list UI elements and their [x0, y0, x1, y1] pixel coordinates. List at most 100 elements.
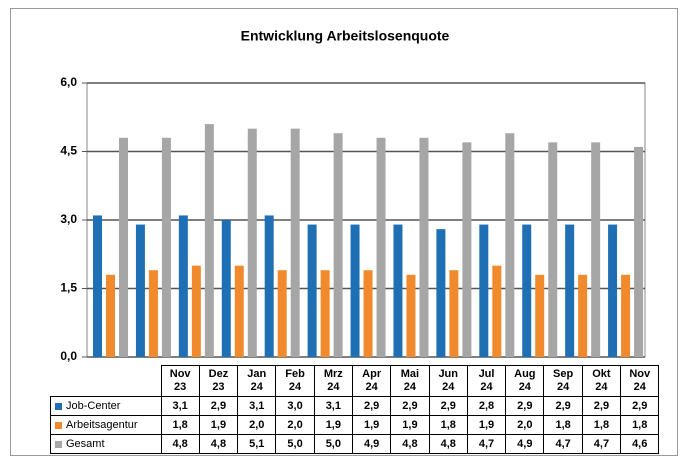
bar [93, 215, 102, 357]
table-value: 2,0 [505, 415, 545, 435]
category-label: Okt 24 [581, 365, 622, 397]
table-row: Arbeitsagentur 1,8 1,9 2,0 2,0 1,9 1,9 1,9 1,8 1,… [50, 415, 660, 435]
y-tick-label: 3,0 [60, 212, 77, 226]
bar [591, 142, 601, 357]
legend-label: Arbeitsagentur [66, 419, 138, 431]
y-tick-label: 4,5 [60, 144, 77, 158]
table-value: 4,8 [160, 434, 200, 454]
bar [406, 274, 416, 357]
table-value: 3,1 [160, 396, 200, 416]
category-label: Dez 23 [198, 365, 239, 397]
bar [119, 137, 128, 357]
bar [106, 274, 115, 357]
bar [505, 133, 515, 357]
category-label: Jun 24 [428, 365, 468, 397]
bar [363, 270, 373, 357]
table-value: 1,9 [351, 415, 392, 435]
table-value: 4,8 [198, 434, 239, 454]
bar [277, 270, 287, 357]
table-value: 2,9 [198, 396, 239, 416]
bar [204, 124, 214, 357]
table-value: 2,9 [505, 396, 545, 416]
legend-key [55, 440, 62, 448]
table-value: 2,9 [428, 396, 468, 416]
category-label: Mrz 24 [313, 365, 353, 397]
row-header: Job-Center [50, 396, 162, 416]
bar [462, 142, 472, 357]
bar [393, 224, 403, 357]
table-value: 4,7 [581, 434, 622, 454]
bar [135, 224, 145, 357]
table-value: 1,9 [198, 415, 239, 435]
table-header-row: Nov 23 Dez 23 Jan 24 Feb 24 Mrz 24 Apr 24 Mai … [51, 365, 660, 397]
bar [221, 220, 231, 357]
table-value: 1,8 [620, 415, 660, 435]
bar [234, 265, 244, 357]
bar [350, 224, 360, 357]
legend-label: Gesamt [66, 438, 105, 450]
category-label: Nov 23 [160, 365, 200, 397]
table-value: 4,9 [351, 434, 392, 454]
table-corner [51, 366, 162, 397]
bar [247, 128, 257, 357]
table-value: 5,1 [237, 434, 277, 454]
table-value: 2,0 [237, 415, 277, 435]
category-label: Nov 24 [620, 365, 660, 397]
table-row: Gesamt 4,8 4,8 5,1 5,0 5,0 4,9 4,8 4,8 4,7 4,9 4,7 4… [50, 434, 660, 454]
table-value: 4,9 [505, 434, 545, 454]
chart-title: Entwicklung Arbeitslosenquote [241, 28, 450, 44]
bar [621, 274, 631, 357]
category-label: Feb 24 [275, 365, 315, 397]
table-value: 1,9 [466, 415, 507, 435]
table-value: 1,8 [543, 415, 583, 435]
table-value: 4,8 [390, 434, 430, 454]
table-value: 1,8 [581, 415, 622, 435]
table-value: 1,9 [313, 415, 353, 435]
bar [492, 265, 502, 357]
table-value: 1,9 [390, 415, 430, 435]
bar [578, 274, 588, 357]
bar [565, 224, 575, 357]
table-value: 2,9 [620, 396, 660, 416]
y-tick-label: 6,0 [60, 75, 77, 89]
table-value: 3,1 [237, 396, 277, 416]
table-value: 3,1 [313, 396, 353, 416]
table-value: 4,6 [620, 434, 660, 454]
table-value: 5,0 [275, 434, 315, 454]
table-value: 2,0 [275, 415, 315, 435]
category-label: Jul 24 [466, 365, 507, 397]
y-tick-label: 0,0 [60, 349, 77, 363]
category-label: Aug 24 [505, 365, 545, 397]
bar [320, 270, 330, 357]
y-tick-label: 1,5 [60, 281, 77, 295]
table-value: 4,8 [428, 434, 468, 454]
table-value: 1,8 [160, 415, 200, 435]
row-header: Gesamt [50, 434, 162, 454]
bar [449, 270, 459, 357]
bar [634, 146, 644, 357]
bar [548, 142, 558, 357]
table-value: 2,9 [390, 396, 430, 416]
row-header: Arbeitsagentur [50, 415, 162, 435]
bar [290, 128, 300, 357]
bar [191, 265, 201, 357]
data-table: Nov 23 Dez 23 Jan 24 Feb 24 Mrz 24 Apr 24 Mai … [50, 365, 660, 454]
bar [333, 133, 343, 357]
table-value: 2,9 [543, 396, 583, 416]
bar [436, 229, 446, 357]
bar [479, 224, 489, 357]
bar [419, 137, 429, 357]
category-label: Jan 24 [237, 365, 277, 397]
legend-key [55, 421, 62, 429]
table-value: 2,9 [581, 396, 622, 416]
bar [522, 224, 532, 357]
table-value: 3,0 [275, 396, 315, 416]
chart-frame [10, 8, 678, 456]
table-row: Job-Center 3,1 2,9 3,1 3,0 3,1 2,9 2,9 2,9 2,8 2,9… [50, 396, 660, 416]
table-value: 4,7 [466, 434, 507, 454]
table-value: 5,0 [313, 434, 353, 454]
legend-label: Job-Center [66, 400, 121, 412]
category-label: Apr 24 [351, 365, 392, 397]
